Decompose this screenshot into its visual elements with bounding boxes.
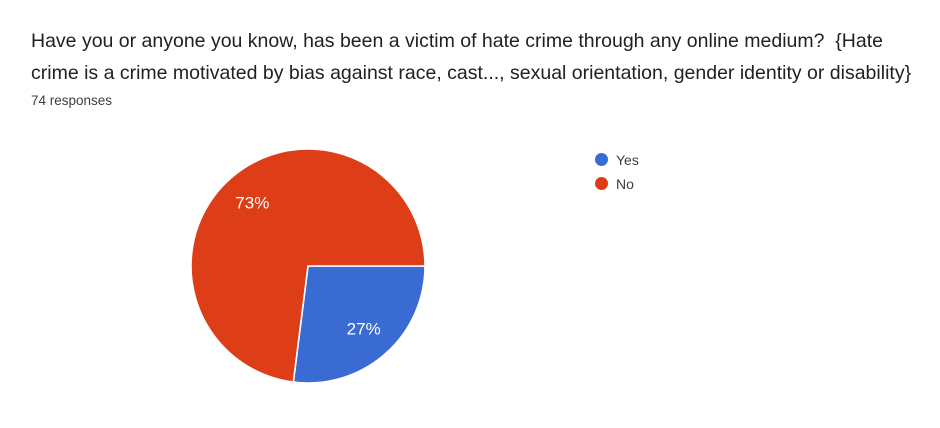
question-title: Have you or anyone you know, has been a … xyxy=(31,30,912,84)
legend-item-yes: Yes xyxy=(595,151,639,168)
pie-slice-label: 27% xyxy=(347,320,381,339)
pie-slice-label: 73% xyxy=(235,193,269,212)
legend-item-no: No xyxy=(595,175,639,192)
response-count: 74 responses xyxy=(31,93,113,108)
legend-label: Yes xyxy=(616,151,639,168)
legend-swatch-icon xyxy=(595,153,608,166)
legend-label: No xyxy=(616,175,634,192)
pie-slice-yes[interactable] xyxy=(292,265,426,384)
chart-legend: Yes No xyxy=(595,151,639,192)
legend-swatch-icon xyxy=(595,177,608,190)
pie-slice-no[interactable] xyxy=(190,148,426,383)
